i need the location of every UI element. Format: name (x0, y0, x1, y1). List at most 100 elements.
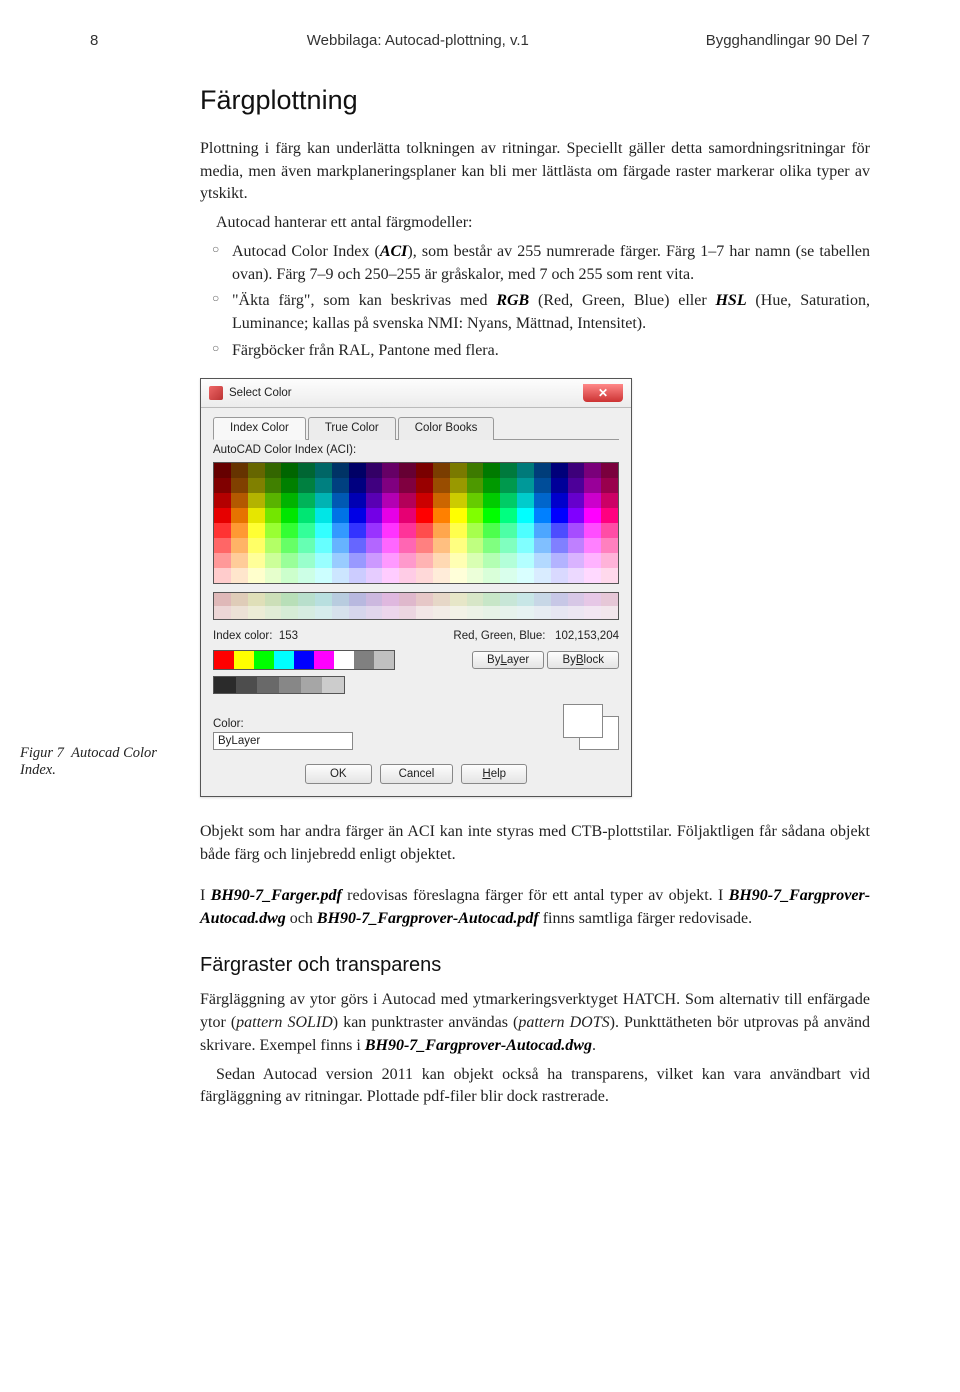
aci-tint-swatch[interactable] (450, 593, 467, 606)
aci-tint-swatch[interactable] (315, 606, 332, 619)
aci-swatch[interactable] (366, 493, 383, 508)
aci-swatch[interactable] (298, 538, 315, 553)
aci-swatch[interactable] (231, 493, 248, 508)
aci-swatch[interactable] (568, 538, 585, 553)
aci-swatch[interactable] (214, 568, 231, 583)
aci-swatch[interactable] (349, 478, 366, 493)
aci-swatch[interactable] (467, 523, 484, 538)
aci-tint-swatch[interactable] (467, 606, 484, 619)
aci-swatch[interactable] (265, 478, 282, 493)
aci-swatch[interactable] (399, 568, 416, 583)
aci-swatch[interactable] (349, 538, 366, 553)
aci-swatch[interactable] (248, 478, 265, 493)
aci-swatch[interactable] (433, 568, 450, 583)
aci-swatch[interactable] (265, 508, 282, 523)
aci-swatch[interactable] (298, 523, 315, 538)
aci-swatch[interactable] (568, 523, 585, 538)
aci-swatch[interactable] (265, 553, 282, 568)
aci-swatch[interactable] (500, 463, 517, 478)
aci-tint-swatch[interactable] (265, 606, 282, 619)
aci-swatch[interactable] (500, 553, 517, 568)
aci-swatch[interactable] (483, 568, 500, 583)
aci-swatch[interactable] (382, 478, 399, 493)
aci-tint-swatch[interactable] (332, 606, 349, 619)
std-color-swatch[interactable] (274, 651, 294, 669)
aci-tint-swatch[interactable] (568, 606, 585, 619)
aci-swatch[interactable] (366, 523, 383, 538)
aci-swatch[interactable] (399, 493, 416, 508)
aci-tint-swatch[interactable] (399, 606, 416, 619)
aci-swatch[interactable] (214, 553, 231, 568)
aci-tint-swatch[interactable] (248, 593, 265, 606)
aci-swatch[interactable] (534, 493, 551, 508)
aci-swatch[interactable] (248, 568, 265, 583)
aci-swatch[interactable] (399, 508, 416, 523)
aci-swatch[interactable] (500, 523, 517, 538)
aci-tint-swatch[interactable] (298, 606, 315, 619)
tab-true-color[interactable]: True Color (308, 417, 396, 440)
aci-swatch[interactable] (450, 493, 467, 508)
aci-swatch[interactable] (584, 538, 601, 553)
aci-swatch[interactable] (483, 538, 500, 553)
aci-swatch[interactable] (332, 493, 349, 508)
aci-swatch[interactable] (416, 463, 433, 478)
aci-swatch[interactable] (315, 568, 332, 583)
grayscale-row[interactable] (213, 676, 345, 694)
aci-tint-swatch[interactable] (483, 593, 500, 606)
aci-swatch[interactable] (568, 568, 585, 583)
aci-swatch[interactable] (349, 463, 366, 478)
aci-swatch[interactable] (382, 508, 399, 523)
aci-swatch[interactable] (433, 463, 450, 478)
aci-swatch[interactable] (601, 478, 618, 493)
aci-swatch[interactable] (534, 478, 551, 493)
aci-tint-swatch[interactable] (601, 606, 618, 619)
aci-swatch[interactable] (382, 553, 399, 568)
tab-color-books[interactable]: Color Books (398, 417, 495, 440)
aci-swatch[interactable] (366, 553, 383, 568)
aci-tint-swatch[interactable] (568, 593, 585, 606)
aci-swatch[interactable] (551, 523, 568, 538)
aci-swatch[interactable] (281, 538, 298, 553)
aci-swatch[interactable] (332, 523, 349, 538)
aci-swatch[interactable] (399, 523, 416, 538)
aci-swatch[interactable] (281, 568, 298, 583)
aci-swatch[interactable] (467, 463, 484, 478)
aci-tint-swatch[interactable] (416, 606, 433, 619)
aci-swatch[interactable] (281, 478, 298, 493)
aci-swatch[interactable] (315, 508, 332, 523)
aci-swatch[interactable] (298, 463, 315, 478)
aci-swatch[interactable] (500, 493, 517, 508)
aci-swatch[interactable] (265, 538, 282, 553)
aci-swatch[interactable] (517, 568, 534, 583)
aci-swatch[interactable] (433, 553, 450, 568)
std-color-swatch[interactable] (354, 651, 374, 669)
aci-swatch[interactable] (601, 508, 618, 523)
aci-tint-swatch[interactable] (315, 593, 332, 606)
aci-swatch[interactable] (534, 463, 551, 478)
aci-swatch[interactable] (467, 568, 484, 583)
aci-swatch[interactable] (214, 523, 231, 538)
aci-swatch[interactable] (584, 523, 601, 538)
aci-swatch[interactable] (467, 508, 484, 523)
aci-swatch[interactable] (433, 538, 450, 553)
aci-swatch[interactable] (248, 493, 265, 508)
aci-tint-swatch[interactable] (399, 593, 416, 606)
aci-swatch[interactable] (450, 508, 467, 523)
aci-tint-swatch[interactable] (214, 593, 231, 606)
aci-swatch[interactable] (248, 553, 265, 568)
aci-tint-swatch[interactable] (214, 606, 231, 619)
aci-swatch[interactable] (517, 493, 534, 508)
aci-swatch[interactable] (601, 463, 618, 478)
aci-swatch[interactable] (568, 493, 585, 508)
aci-swatch[interactable] (231, 508, 248, 523)
aci-swatch[interactable] (551, 493, 568, 508)
aci-swatch[interactable] (248, 463, 265, 478)
aci-tint-swatch[interactable] (416, 593, 433, 606)
aci-swatch[interactable] (601, 493, 618, 508)
aci-swatch[interactable] (349, 568, 366, 583)
aci-swatch[interactable] (416, 508, 433, 523)
byblock-button[interactable]: ByBlock (547, 651, 619, 669)
aci-swatch[interactable] (281, 553, 298, 568)
aci-swatch[interactable] (366, 478, 383, 493)
aci-swatch[interactable] (534, 538, 551, 553)
